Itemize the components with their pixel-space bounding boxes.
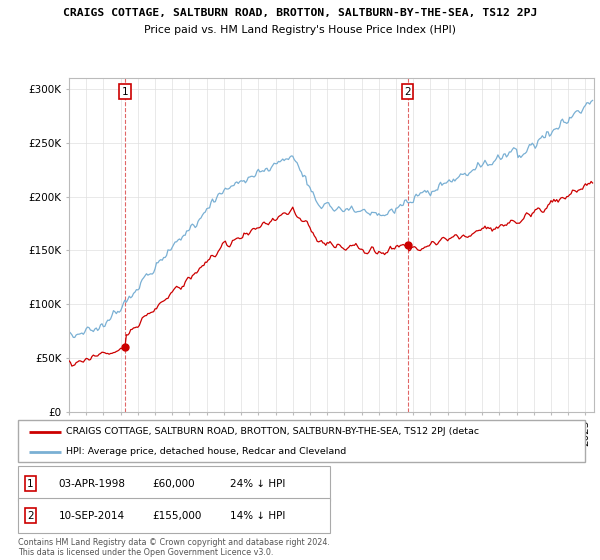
Text: 14% ↓ HPI: 14% ↓ HPI: [230, 511, 286, 521]
FancyBboxPatch shape: [18, 498, 330, 533]
Text: 2: 2: [27, 511, 34, 521]
Text: CRAIGS COTTAGE, SALTBURN ROAD, BROTTON, SALTBURN-BY-THE-SEA, TS12 2PJ: CRAIGS COTTAGE, SALTBURN ROAD, BROTTON, …: [63, 8, 537, 18]
Point: [403, 241, 412, 250]
Text: 2: 2: [404, 87, 411, 97]
Text: 1: 1: [27, 479, 34, 489]
Point: [120, 343, 130, 352]
FancyBboxPatch shape: [18, 420, 585, 462]
FancyBboxPatch shape: [18, 466, 330, 501]
Text: Contains HM Land Registry data © Crown copyright and database right 2024.
This d: Contains HM Land Registry data © Crown c…: [18, 538, 330, 557]
Text: 10-SEP-2014: 10-SEP-2014: [59, 511, 125, 521]
Text: CRAIGS COTTAGE, SALTBURN ROAD, BROTTON, SALTBURN-BY-THE-SEA, TS12 2PJ (detac: CRAIGS COTTAGE, SALTBURN ROAD, BROTTON, …: [66, 427, 479, 436]
Text: £155,000: £155,000: [152, 511, 202, 521]
Text: Price paid vs. HM Land Registry's House Price Index (HPI): Price paid vs. HM Land Registry's House …: [144, 25, 456, 35]
Text: HPI: Average price, detached house, Redcar and Cleveland: HPI: Average price, detached house, Redc…: [66, 447, 346, 456]
Text: 24% ↓ HPI: 24% ↓ HPI: [230, 479, 286, 489]
Text: 1: 1: [122, 87, 128, 97]
Text: 03-APR-1998: 03-APR-1998: [59, 479, 125, 489]
Text: £60,000: £60,000: [152, 479, 195, 489]
